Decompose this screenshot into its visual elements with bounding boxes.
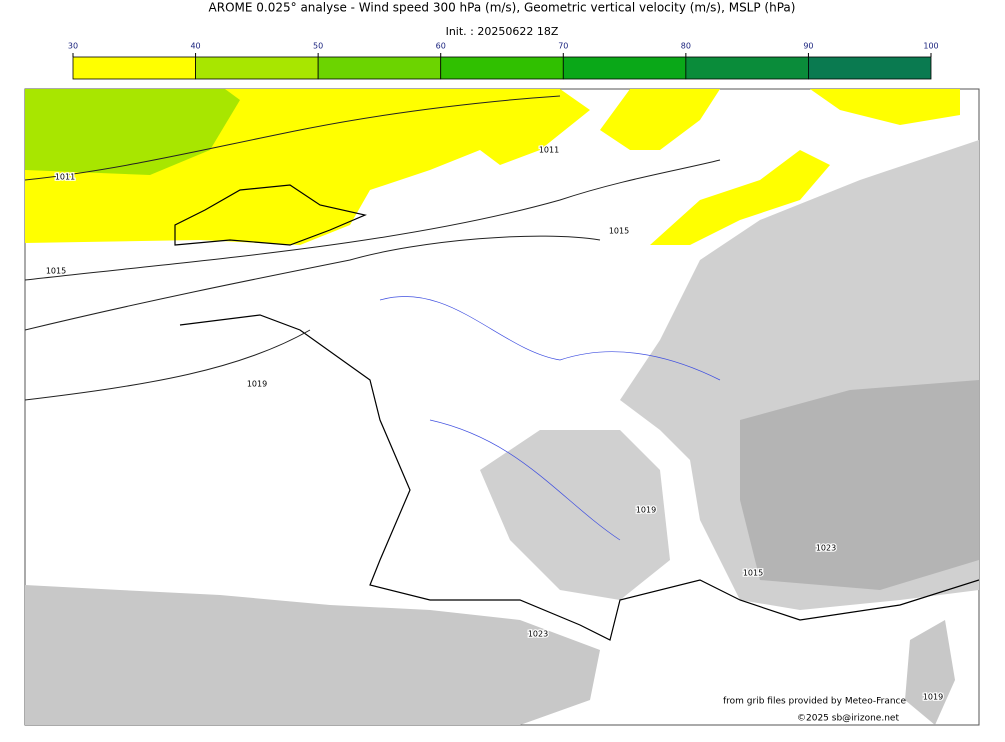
- isobar: [25, 329, 311, 401]
- colorbar-tick-label: 40: [190, 42, 200, 51]
- velocity-area: [740, 380, 979, 590]
- river: [379, 296, 721, 541]
- velocity-area: [25, 585, 600, 725]
- isobar-label: 1019: [923, 693, 943, 702]
- isobar-label: 1011: [539, 146, 559, 155]
- colorbar-segment: [685, 56, 809, 80]
- isobar-labels: 1011 1011 1015 1015 1019 1019 1023 1023 1015 1019: [45, 144, 945, 703]
- isobar: [25, 95, 561, 181]
- colorbar: 30 40 50 60 70 80 90 100: [68, 42, 939, 80]
- coastline: [174, 184, 979, 641]
- colorbar-tick-label: 30: [68, 42, 78, 51]
- isobar-label: 1023: [816, 544, 836, 553]
- isobar-label: 1019: [247, 380, 267, 389]
- colorbar-segment: [808, 56, 932, 80]
- isobar-label: 1015: [743, 569, 763, 578]
- credit: from grib files provided by Meteo-France: [723, 697, 906, 707]
- colorbar-segment: [440, 56, 564, 80]
- velocity-area: [905, 620, 955, 725]
- colorbar-tick-label: 50: [313, 42, 323, 51]
- colorbar-tick-label: 60: [436, 42, 446, 51]
- wind-area: [600, 89, 720, 150]
- isobar-label: 1023: [528, 630, 548, 639]
- subtitle: Init. : 20250622 18Z: [446, 25, 559, 38]
- isobar: [25, 159, 721, 281]
- wind-area: [810, 89, 960, 125]
- colorbar-tick-label: 70: [558, 42, 568, 51]
- colorbar-tick-label: 90: [803, 42, 813, 51]
- wind-area: [650, 150, 830, 245]
- colorbar-segment: [317, 56, 442, 80]
- colorbar-tick-label: 100: [923, 42, 938, 51]
- isobar-label: 1015: [46, 267, 66, 276]
- isobar-label: 1011: [55, 173, 75, 182]
- colorbar-tick-label: 80: [681, 42, 691, 51]
- colorbar-segment: [562, 56, 687, 80]
- credit: ©2025 sb@irizone.net: [797, 714, 899, 724]
- isobar: [25, 235, 601, 331]
- isobar-label: 1015: [609, 227, 629, 236]
- colorbar-segment: [195, 56, 319, 80]
- title: AROME 0.025° analyse - Wind speed 300 hP…: [209, 1, 796, 15]
- velocity-area: [480, 430, 670, 600]
- isobar-label: 1019: [636, 506, 656, 515]
- map: 1011 1011 1015 1015 1019 1019 1023 1023 1015 1019…: [24, 88, 980, 726]
- colorbar-segment: [72, 56, 196, 80]
